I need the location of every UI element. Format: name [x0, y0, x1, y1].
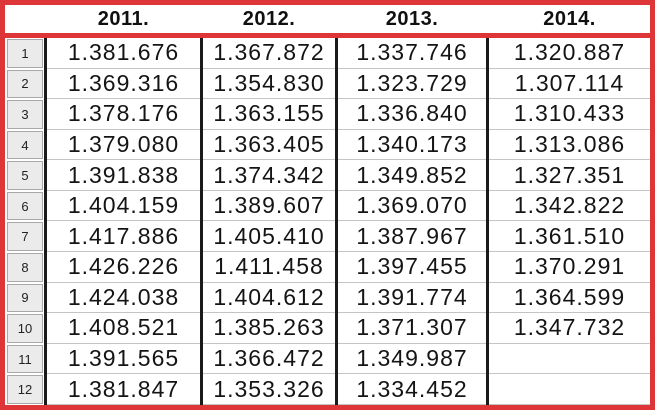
table-cell[interactable]: 1.323.729	[338, 69, 486, 100]
table-cell[interactable]: 1.349.987	[338, 344, 486, 375]
table-cell[interactable]: 1.364.599	[489, 283, 650, 314]
column-2013: 1.337.746 1.323.729 1.336.840 1.340.173 …	[338, 38, 486, 405]
table-cell[interactable]: 1.387.967	[338, 221, 486, 253]
table-cell[interactable]: 1.379.080	[47, 130, 200, 161]
row-header-12[interactable]: 12	[7, 375, 43, 404]
column-header-2012[interactable]: 2012.	[242, 7, 296, 30]
row-number-column: 1 2 3 4 5 6 7 8 9 10 11 12	[5, 38, 44, 405]
table-cell[interactable]: 1.369.070	[338, 191, 486, 222]
table-cell[interactable]: 1.336.840	[338, 99, 486, 130]
table-cell[interactable]: 1.307.114	[489, 69, 650, 100]
table-cell[interactable]: 1.337.746	[338, 38, 486, 69]
table-cell[interactable]: 1.367.872	[203, 38, 335, 69]
table-cell[interactable]: 1.391.838	[47, 160, 200, 191]
year-header-row: 2011. 2012. 2013. 2014.	[5, 5, 650, 33]
table-cell[interactable]: 1.381.847	[47, 374, 200, 405]
row-header-4[interactable]: 4	[7, 130, 43, 160]
table-cell[interactable]: 1.363.405	[203, 130, 335, 161]
column-separator	[486, 38, 489, 405]
table-cell[interactable]: 1.424.038	[47, 283, 200, 314]
corner-cell	[5, 5, 44, 33]
table-cell[interactable]: 1.327.351	[489, 160, 650, 191]
table-cell[interactable]: 1.370.291	[489, 252, 650, 283]
table-cell[interactable]: 1.381.676	[47, 38, 200, 69]
table-cell[interactable]: 1.334.452	[338, 374, 486, 405]
table-body: 1 2 3 4 5 6 7 8 9 10 11 12 1.381.676 1.3…	[5, 38, 650, 405]
table-cell[interactable]: 1.411.458	[203, 252, 335, 283]
row-header-5[interactable]: 5	[7, 161, 43, 190]
column-separator	[335, 38, 338, 405]
table-cell[interactable]: 1.391.774	[338, 283, 486, 314]
table-cell[interactable]: 1.404.612	[203, 283, 335, 314]
table-cell[interactable]: 1.405.410	[203, 221, 335, 253]
table-cell[interactable]	[489, 374, 650, 405]
column-header-2014[interactable]: 2014.	[543, 7, 596, 30]
table-cell[interactable]: 1.347.732	[489, 313, 650, 344]
column-separator	[200, 38, 203, 405]
header-divider	[5, 33, 650, 38]
table-cell[interactable]: 1.310.433	[489, 99, 650, 130]
column-2012: 1.367.872 1.354.830 1.363.155 1.363.405 …	[203, 38, 335, 405]
table-cell[interactable]: 1.385.263	[203, 313, 335, 344]
row-header-3[interactable]: 3	[7, 100, 43, 129]
table-cell[interactable]: 1.354.830	[203, 69, 335, 100]
row-header-11[interactable]: 11	[7, 344, 43, 374]
table-cell[interactable]: 1.349.852	[338, 160, 486, 191]
table-cell[interactable]: 1.313.086	[489, 130, 650, 161]
column-header-2013[interactable]: 2013.	[385, 7, 439, 30]
table-cell[interactable]: 1.353.326	[203, 374, 335, 405]
table-cell[interactable]: 1.371.307	[338, 313, 486, 344]
row-header-7[interactable]: 7	[7, 222, 43, 252]
table-cell[interactable]: 1.342.822	[489, 191, 650, 222]
table-cell[interactable]: 1.389.607	[203, 191, 335, 222]
table-cell[interactable]: 1.369.316	[47, 69, 200, 100]
table-cell[interactable]: 1.417.886	[47, 221, 200, 253]
table-cell[interactable]: 1.426.226	[47, 252, 200, 283]
row-header-2[interactable]: 2	[7, 69, 43, 99]
column-header-2011[interactable]: 2011.	[97, 7, 150, 30]
table-cell[interactable]: 1.378.176	[47, 99, 200, 130]
table-cell[interactable]: 1.404.159	[47, 191, 200, 222]
column-2011: 1.381.676 1.369.316 1.378.176 1.379.080 …	[47, 38, 200, 405]
table-cell[interactable]: 1.366.472	[203, 344, 335, 375]
table-cell[interactable]: 1.363.155	[203, 99, 335, 130]
column-2014: 1.320.887 1.307.114 1.310.433 1.313.086 …	[489, 38, 650, 405]
table-cell[interactable]: 1.391.565	[47, 344, 200, 375]
table-cell[interactable]: 1.320.887	[489, 38, 650, 69]
row-header-9[interactable]: 9	[7, 283, 43, 313]
table-cell[interactable]: 1.408.521	[47, 313, 200, 344]
table-cell[interactable]: 1.374.342	[203, 160, 335, 191]
row-header-10[interactable]: 10	[7, 314, 43, 343]
table-cell[interactable]	[489, 344, 650, 375]
table-cell[interactable]: 1.397.455	[338, 252, 486, 283]
row-header-1[interactable]: 1	[7, 39, 43, 68]
row-header-6[interactable]: 6	[7, 191, 43, 221]
column-separator	[44, 38, 47, 405]
row-header-8[interactable]: 8	[7, 253, 43, 282]
table-cell[interactable]: 1.340.173	[338, 130, 486, 161]
table-cell[interactable]: 1.361.510	[489, 221, 650, 253]
